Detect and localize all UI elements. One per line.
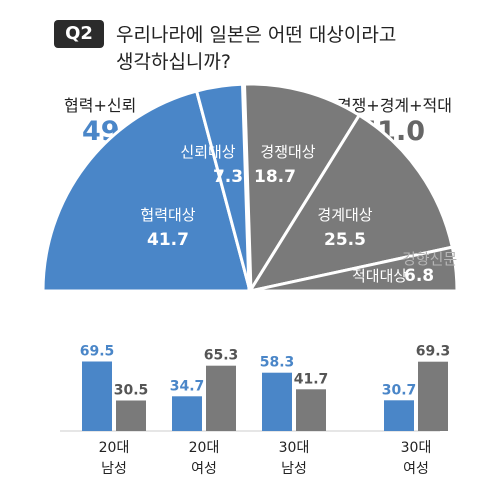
bar-negative — [206, 365, 236, 431]
bar-value-label: 69.3 — [416, 344, 451, 360]
bar-value-label: 69.5 — [80, 344, 115, 360]
bar-value-label: 30.5 — [114, 383, 149, 399]
bar-negative — [116, 400, 146, 431]
bar-negative — [296, 389, 326, 431]
bar-positive — [82, 361, 112, 431]
cooperation-slice-label: 협력대상 — [140, 206, 195, 224]
caution-slice-value: 25.5 — [324, 230, 366, 250]
cooperation-slice-value: 41.7 — [147, 230, 189, 250]
cooperation-trust-label: 협력+신뢰 — [64, 96, 137, 115]
question-text-line-2: 생각하십니까? — [116, 51, 231, 73]
bar-value-label: 41.7 — [294, 371, 329, 387]
bar-value-label: 58.3 — [260, 355, 295, 371]
pie-slice — [241, 82, 362, 297]
competition-caution-hostility-label: 경쟁+경계+적대 — [336, 96, 452, 115]
hostility-slice-label: 적대대상 — [352, 267, 407, 285]
trust-slice-label: 신뢰대상 — [180, 143, 235, 161]
bar-positive — [384, 400, 414, 431]
bar-category-label-gender: 여성 — [191, 461, 217, 477]
bar-value-label: 65.3 — [204, 348, 239, 364]
bar-category-label-age: 20대 — [99, 440, 130, 456]
bar-value-label: 30.7 — [382, 382, 417, 398]
bar-value-label: 34.7 — [170, 378, 205, 394]
bar-positive — [172, 396, 202, 431]
bar-category-label-gender: 남성 — [101, 461, 127, 477]
competition-slice-label: 경쟁대상 — [260, 143, 315, 161]
bar-category-label-gender: 여성 — [403, 461, 429, 477]
pie-slice — [249, 245, 459, 293]
bar-category-label-age: 30대 — [279, 440, 310, 456]
caution-slice-label: 경계대상 — [317, 206, 372, 224]
bar-category-label-age: 20대 — [189, 440, 220, 456]
hostility-slice-value: 6.8 — [404, 266, 434, 286]
bar-negative — [418, 361, 448, 431]
trust-slice-value: 7.3 — [213, 167, 243, 187]
pie-slice — [41, 89, 252, 293]
competition-slice-value: 18.7 — [254, 167, 296, 187]
question-number-badge: Q2 — [54, 20, 104, 48]
pie-slice — [246, 113, 455, 294]
bar-category-label-gender: 남성 — [281, 461, 307, 477]
question-text-line-1: 우리나라에 일본은 어떤 대상이라고 — [116, 24, 397, 46]
pie-group-divider — [241, 84, 253, 292]
publisher-watermark: 경향신문 — [402, 250, 458, 268]
bar-positive — [262, 372, 292, 431]
bar-category-label-age: 30대 — [401, 440, 432, 456]
